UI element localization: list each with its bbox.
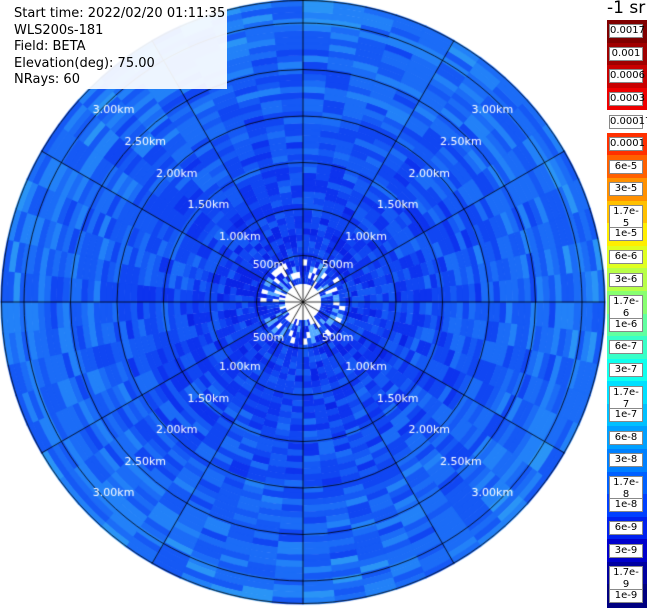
nrays-text: NRays: 60	[14, 72, 80, 87]
colorbar-tick-label: 3e-5	[609, 182, 643, 197]
instrument-text: WLS200s-181	[14, 22, 104, 38]
elevation-text: Elevation(deg): 75.00	[14, 55, 155, 71]
colorbar-tick-label: 3e-6	[609, 272, 643, 287]
colorbar-tick-label: 0.00017	[609, 114, 647, 129]
colorbar: 0.0017 0.001 0.0006 0.0003 0.00017 0.0001 6e-5…	[607, 20, 647, 608]
colorbar-tick-label: 3e-7	[609, 362, 643, 377]
colorbar-tick-label: 1e-5	[609, 227, 643, 242]
colorbar-tick-label: 1e-7	[609, 408, 643, 423]
scan-info-panel: Start time: 2022/02/20 01:11:35 WLS200s-…	[12, 6, 228, 89]
colorbar-unit-title: -1 sr	[607, 0, 646, 18]
colorbar-tick-label: 1.7e-7	[609, 385, 643, 412]
ppi-polar-plot	[0, 0, 607, 607]
colorbar-tick-label: 1e-6	[609, 317, 643, 332]
colorbar-tick-label: 6e-8	[609, 430, 643, 445]
colorbar-tick-label: 0.001	[609, 46, 643, 61]
colorbar-tick-label: 3e-8	[609, 453, 643, 468]
field-text: Field: BETA	[14, 39, 86, 54]
colorbar-tick-label: 6e-9	[609, 520, 643, 535]
colorbar-tick-label: 6e-7	[609, 340, 643, 355]
colorbar-tick-label: 1.7e-9	[609, 566, 643, 593]
colorbar-tick-label: 0.0003	[609, 92, 645, 107]
colorbar-tick-label: 1e-9	[609, 588, 643, 603]
colorbar-tick-label: 6e-6	[609, 250, 643, 265]
colorbar-tick-label: 1.7e-5	[609, 204, 643, 231]
colorbar-tick-label: 0.0017	[609, 24, 645, 39]
colorbar-tick-label: 1e-8	[609, 498, 643, 513]
colorbar-tick-label: 1.7e-8	[609, 475, 643, 502]
colorbar-tick-label: 0.0006	[609, 69, 645, 84]
start-time-text: Start time: 2022/02/20 01:11:35	[14, 6, 226, 21]
colorbar-tick-label: 0.0001	[609, 137, 645, 152]
colorbar-tick-label: 3e-9	[609, 543, 643, 558]
colorbar-tick-label: 6e-5	[609, 159, 643, 174]
